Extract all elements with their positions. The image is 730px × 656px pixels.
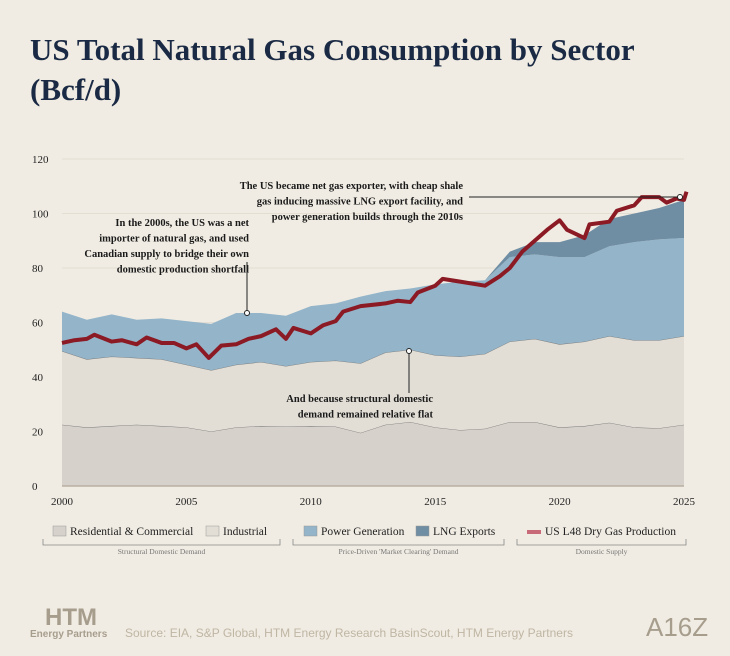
legend-swatch <box>415 525 430 537</box>
x-tick-label: 2020 <box>549 496 572 508</box>
x-tick-label: 2015 <box>424 496 447 508</box>
legend-swatch <box>303 525 318 537</box>
legend-label: Industrial <box>223 526 267 538</box>
annotation-exporter: gas inducing massive LNG export facility… <box>257 197 463 208</box>
annotation-exporter: power generation builds through the 2010… <box>272 212 463 223</box>
htm-logo: HTM Energy Partners <box>30 604 108 641</box>
legend-swatch <box>527 530 541 534</box>
source-note: Source: EIA, S&P Global, HTM Energy Rese… <box>125 626 573 640</box>
legend-group-label: Structural Domestic Demand <box>118 547 206 556</box>
x-tick-label: 2005 <box>175 496 198 508</box>
area-industrial <box>62 336 684 433</box>
chart-title: US Total Natural Gas Consumption by Sect… <box>30 32 635 107</box>
legend-group-label: Domestic Supply <box>576 547 628 556</box>
annotation-imports: Canadian supply to bridge their own <box>84 249 249 260</box>
legend-bracket <box>516 539 687 546</box>
area-residential-commercial <box>62 421 684 486</box>
annotation-exporter: The US became net gas exporter, with che… <box>240 181 464 192</box>
y-tick-label: 120 <box>32 154 49 166</box>
y-tick-label: 80 <box>32 263 44 275</box>
x-tick-label: 2025 <box>673 496 696 508</box>
annotation-flat-demand: And because structural domestic <box>286 394 433 405</box>
x-tick-label: 2010 <box>300 496 323 508</box>
annotation-marker <box>677 194 683 200</box>
legend-label: Power Generation <box>321 526 405 538</box>
annotation-flat-demand: demand remained relative flat <box>298 410 434 421</box>
annotation-marker <box>406 348 412 354</box>
legend-bracket <box>292 539 505 546</box>
legend-bracket <box>42 539 281 546</box>
legend-label: LNG Exports <box>433 526 496 538</box>
annotation-imports: importer of natural gas, and used <box>99 234 249 245</box>
y-tick-label: 40 <box>32 372 44 384</box>
logo-main: HTM <box>45 604 97 631</box>
production-line <box>61 191 689 360</box>
legend-group-label: Price-Driven 'Market Clearing' Demand <box>339 547 459 556</box>
a16z-logo: A16Z <box>646 612 709 642</box>
y-tick-label: 20 <box>32 427 44 439</box>
y-tick-label: 0 <box>32 481 38 493</box>
y-tick-label: 60 <box>32 318 44 330</box>
legend-label: Residential & Commercial <box>70 526 193 538</box>
logo-sub: Energy Partners <box>30 629 108 640</box>
legend-label: US L48 Dry Gas Production <box>545 526 676 538</box>
legend-swatch <box>205 525 220 537</box>
legend-swatch <box>52 525 67 537</box>
annotation-marker <box>244 310 250 316</box>
annotation-imports: domestic production shortfall <box>117 265 249 276</box>
annotation-imports: In the 2000s, the US was a net <box>115 218 249 229</box>
x-tick-label: 2000 <box>51 496 74 508</box>
y-tick-label: 100 <box>32 209 49 221</box>
